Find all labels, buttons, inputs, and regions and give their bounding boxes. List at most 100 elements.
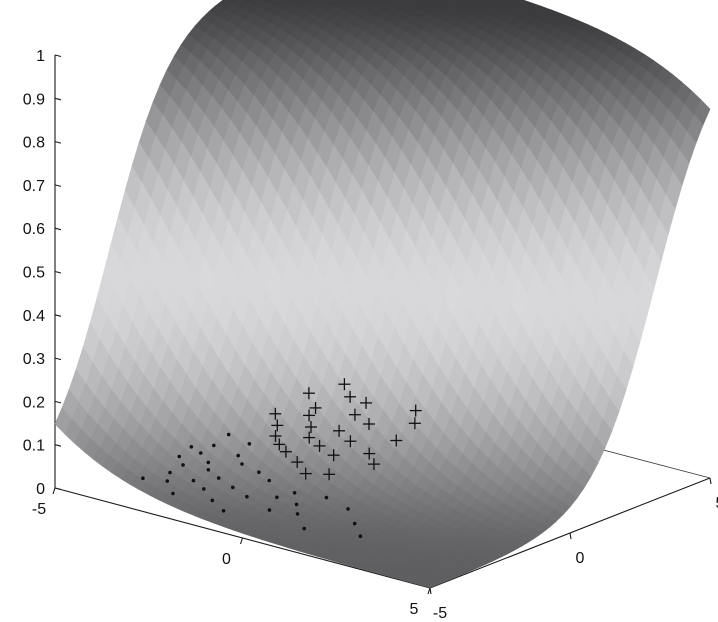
scatter-dot — [302, 526, 307, 531]
scatter-dot — [212, 443, 216, 448]
scatter-dot — [295, 512, 300, 516]
scatter-plus — [313, 439, 326, 452]
scatter-plus — [269, 407, 282, 420]
z-tick-label: 0.6 — [23, 221, 45, 238]
scatter-plus — [333, 424, 346, 437]
scatter-dot — [358, 534, 363, 538]
scatter-dot — [294, 502, 299, 507]
scatter-plus — [305, 421, 317, 433]
scatter-dot — [181, 463, 185, 467]
scatter-dot — [191, 478, 196, 483]
z-tick-label: 0 — [36, 481, 45, 498]
scatter-plus — [303, 431, 316, 444]
scatter-dot — [240, 462, 244, 466]
z-tick-mark — [54, 54, 62, 58]
scatter-dot — [267, 478, 272, 483]
z-tick-mark — [54, 184, 62, 187]
scatter-plus — [323, 468, 336, 481]
scatter-plus — [302, 387, 315, 400]
scatter-dot — [221, 509, 226, 513]
right-axis-tick-mark — [709, 477, 712, 485]
scatter-dot — [168, 470, 172, 475]
scatter-dot — [171, 491, 175, 496]
z-tick-label: 0.9 — [23, 91, 45, 108]
z-tick-label: 1 — [36, 48, 45, 65]
scatter-dot — [226, 432, 231, 437]
surface-facet — [54, 407, 72, 435]
scatter-plus — [363, 418, 375, 430]
scatter-plus — [344, 390, 357, 403]
scatter-dot — [352, 521, 357, 526]
z-tick-mark — [54, 141, 62, 144]
scatter-dot — [346, 507, 350, 511]
z-tick-mark — [54, 227, 62, 231]
left-axis-tick-label: 5 — [410, 601, 419, 618]
axes-frame — [52, 54, 712, 595]
scatter-plus — [299, 467, 312, 480]
right-axis-tick-mark — [569, 532, 572, 540]
z-tick-label: 0.1 — [23, 438, 45, 455]
scatter-dot — [257, 470, 261, 475]
z-tick-label: 0.5 — [23, 265, 45, 282]
left-axis-tick-mark — [52, 487, 56, 495]
scatter-plus — [291, 456, 304, 469]
scatter-dot — [292, 491, 297, 495]
z-tick-mark — [54, 97, 62, 101]
scatter-dot — [324, 495, 329, 500]
z-tick-mark — [54, 270, 62, 274]
sigmoid-surface — [54, 0, 711, 589]
scatter-plus — [269, 430, 282, 442]
scatter-dot — [245, 494, 249, 499]
scatter-dot — [210, 498, 215, 503]
tick-labels: 1 0.9 0.8 0.7 0.6 0.5 0.4 0.3 0.2 0.1 0 -5 0 5 -5 0 5 — [23, 48, 718, 622]
scatter-dot — [165, 479, 170, 483]
scatter-plus — [409, 404, 422, 417]
scatter-plus — [344, 435, 357, 448]
scatter-dot — [231, 485, 235, 490]
scatter-dot — [202, 487, 206, 491]
scatter-points — [141, 378, 422, 538]
scatter-dot — [275, 495, 279, 500]
scatter-dot — [216, 476, 221, 480]
scatter-plus — [348, 408, 361, 421]
scatter-plus — [303, 409, 316, 422]
right-axis-tick-mark — [429, 587, 432, 595]
z-tick-mark — [54, 357, 62, 361]
scatter-plus — [390, 434, 403, 447]
scatter-dot — [141, 476, 145, 481]
left-axis-tick-mark — [239, 537, 244, 545]
right-axis-tick-label: 0 — [576, 550, 585, 567]
right-axis-tick-label: 5 — [716, 495, 718, 512]
scatter-dot — [189, 445, 194, 449]
scatter-dot — [206, 468, 211, 472]
scatter-dot — [247, 442, 252, 446]
z-tick-label: 0.2 — [23, 394, 45, 411]
scatter-plus — [273, 438, 286, 451]
scatter-plus — [309, 401, 322, 414]
scatter-dot — [267, 508, 272, 512]
z-tick-label: 0.8 — [23, 135, 45, 152]
scatter-dot — [206, 460, 211, 465]
scatter-dot — [198, 451, 203, 455]
left-axis-tick-label: 0 — [222, 551, 231, 568]
z-tick-mark — [54, 314, 62, 317]
scatter-dot — [177, 454, 182, 459]
scatter-plus — [338, 378, 351, 391]
left-axis-tick-label: -5 — [32, 501, 46, 518]
z-tick-mark — [54, 400, 62, 404]
scatter-plus — [360, 396, 373, 409]
z-tick-label: 0.7 — [23, 178, 45, 195]
scatter-plus — [408, 417, 421, 430]
z-tick-label: 0.3 — [23, 351, 45, 368]
scatter-plus — [327, 449, 340, 462]
scatter-plus — [271, 419, 284, 432]
scatter-dot — [236, 453, 240, 458]
scatter-plus — [279, 445, 292, 458]
z-tick-label: 0.4 — [23, 308, 45, 325]
z-tick-mark — [54, 487, 62, 491]
scatter-plus — [367, 458, 380, 471]
right-axis-tick-label: -5 — [433, 605, 447, 622]
z-tick-mark — [54, 444, 62, 447]
scatter-plus — [363, 447, 376, 460]
